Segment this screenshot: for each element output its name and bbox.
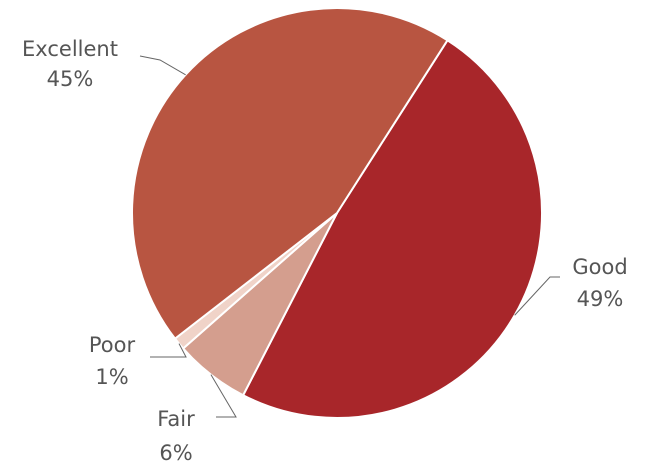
slice-label-fair-name: Fair <box>157 407 195 431</box>
slice-label-good-value: 49% <box>577 287 624 311</box>
slice-label-poor-name: Poor <box>89 333 136 357</box>
slice-label-good: Good 49% <box>572 255 627 311</box>
slice-label-fair-value: 6% <box>159 441 192 465</box>
slice-label-excellent-value: 45% <box>47 67 94 91</box>
pie-slices <box>131 7 543 419</box>
slice-label-excellent: Excellent 45% <box>22 37 118 91</box>
leader-line-fair <box>210 374 237 418</box>
slice-label-excellent-name: Excellent <box>22 37 118 61</box>
slice-label-good-name: Good <box>572 255 627 279</box>
leader-lines <box>139 55 560 418</box>
leader-line-excellent <box>139 55 186 76</box>
slice-label-poor: Poor 1% <box>89 333 136 389</box>
pie-slice-excellent <box>131 7 449 341</box>
leader-line-poor <box>150 343 187 358</box>
slice-label-fair: Fair 6% <box>157 407 195 465</box>
pie-slice-good <box>241 38 543 419</box>
slice-label-poor-value: 1% <box>95 365 128 389</box>
leader-line-good <box>514 276 560 316</box>
